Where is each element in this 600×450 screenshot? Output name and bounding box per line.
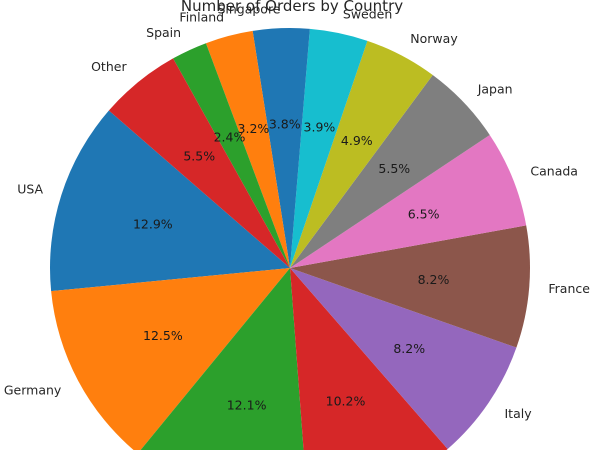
pie-slice-germany [51, 268, 290, 450]
slice-pct-label: 8.2% [418, 272, 450, 287]
slice-label-singapore: Singapore [217, 1, 280, 16]
slice-label-spain: Spain [146, 25, 181, 40]
chart-title: Number of Orders by Country [181, 0, 403, 15]
pie-slice-canada [290, 134, 527, 268]
slice-label-italy: Italy [505, 406, 533, 421]
pie-slice-unlabeled-3 [290, 268, 448, 450]
pie-slice-norway [290, 40, 433, 268]
pie-slice-unlabeled-2 [140, 268, 304, 450]
pie-slice-singapore [252, 27, 310, 268]
slice-label-finland: Finland [179, 10, 224, 25]
pie-slice-japan [290, 75, 490, 268]
slice-pct-label: 3.8% [269, 116, 301, 131]
slice-pct-label: 5.5% [183, 149, 215, 164]
slice-pct-label: 10.2% [326, 393, 366, 408]
pie-slice-finland [205, 30, 290, 269]
slice-pct-label: 4.9% [341, 133, 373, 148]
pie-slice-other [108, 58, 291, 268]
slice-label-germany: Germany [4, 382, 62, 397]
slice-label-sweden: Sweden [343, 7, 392, 22]
slice-label-france: France [548, 281, 590, 296]
slice-pct-label: 5.5% [378, 161, 410, 176]
slice-pct-label: 2.4% [214, 130, 246, 145]
slice-pct-label: 12.5% [143, 328, 183, 343]
slice-pct-label: 3.2% [238, 121, 270, 136]
slice-label-other: Other [91, 59, 127, 74]
pie-slice-spain [173, 43, 290, 269]
pie-slice-sweden [290, 28, 368, 268]
slice-label-norway: Norway [410, 31, 458, 46]
slice-pct-label: 8.2% [393, 341, 425, 356]
slice-label-usa: USA [17, 181, 43, 196]
slice-label-canada: Canada [530, 163, 578, 178]
slice-pct-label: 6.5% [408, 207, 440, 222]
slice-label-japan: Japan [477, 82, 513, 97]
slice-pct-label: 3.9% [304, 119, 336, 134]
slice-pct-label: 12.9% [133, 216, 173, 231]
pie-slice-usa [50, 110, 291, 292]
pie-slice-italy [290, 268, 517, 449]
pie-slice-france [290, 225, 530, 348]
slice-pct-label: 12.1% [227, 398, 267, 413]
